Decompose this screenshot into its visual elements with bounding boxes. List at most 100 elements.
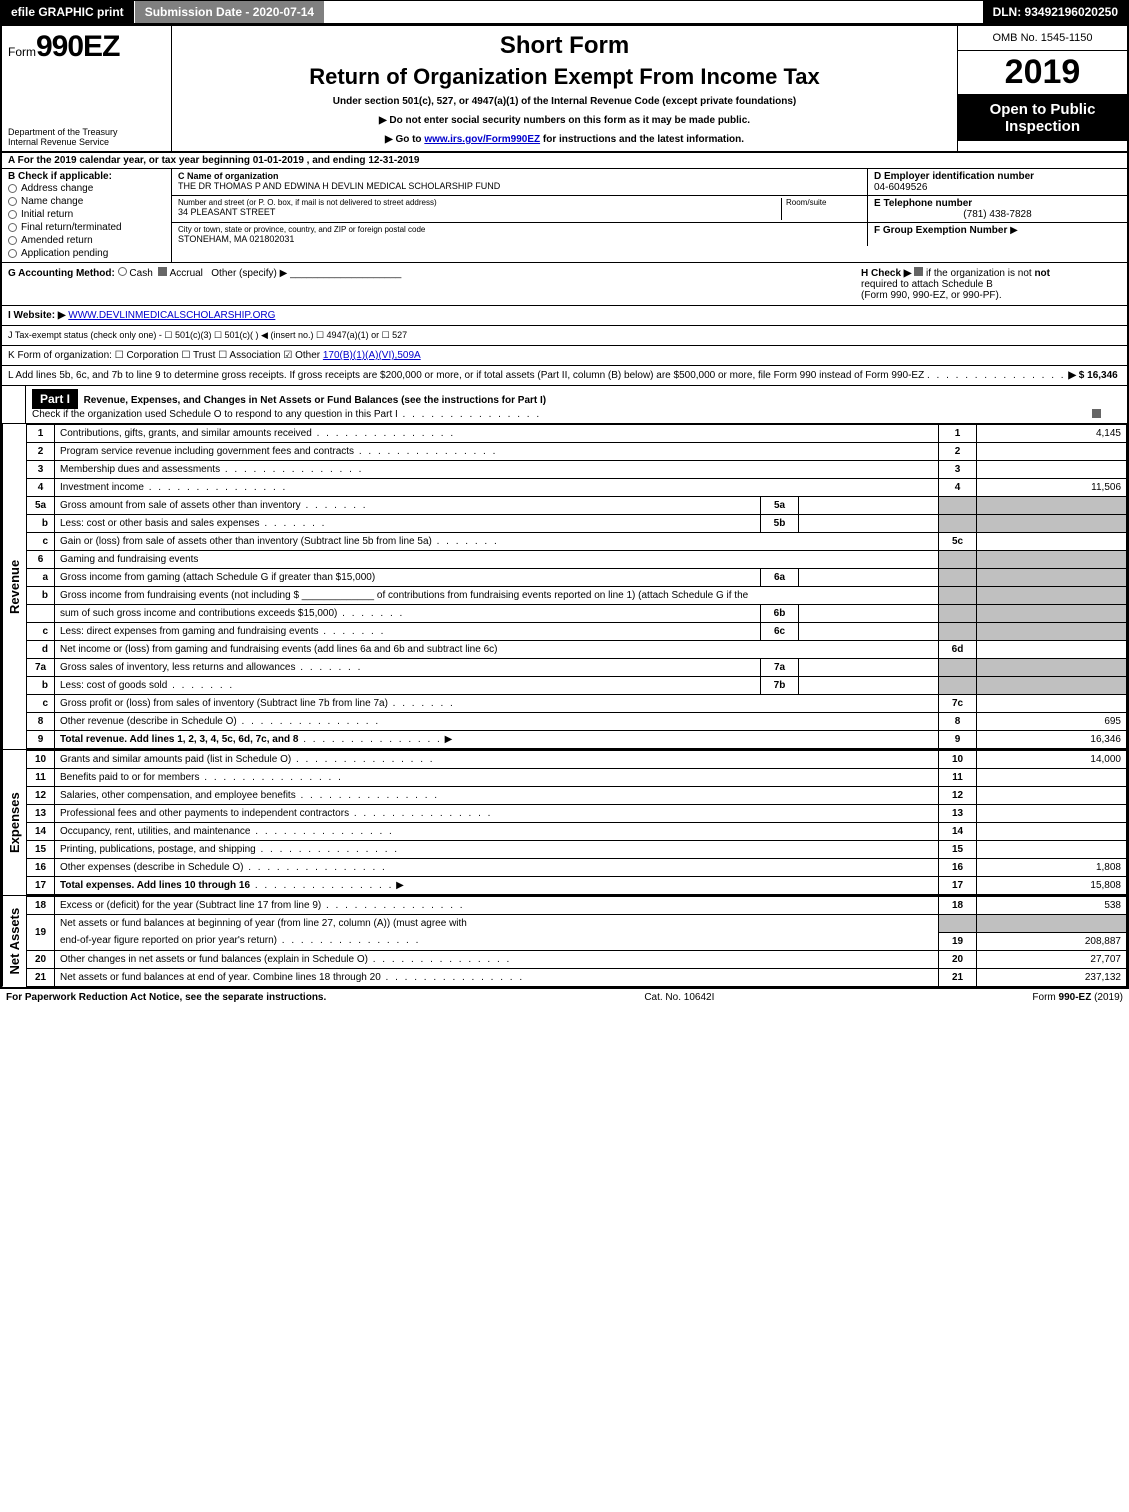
line-18: 18Excess or (deficit) for the year (Subt… (27, 897, 1127, 915)
line-3: 3Membership dues and assessments3 (27, 461, 1127, 479)
label-i: I Website: ▶ (8, 310, 66, 321)
check-address-change[interactable]: Address change (8, 182, 165, 195)
mid-val (799, 677, 939, 695)
row-name-ein: C Name of organization THE DR THOMAS P A… (172, 169, 1127, 196)
line-amount: 695 (977, 713, 1127, 731)
irs-link[interactable]: www.irs.gov/Form990EZ (424, 134, 540, 145)
line-box: 8 (939, 713, 977, 731)
irs-label: Internal Revenue Service (8, 137, 165, 147)
accrual-label: Accrual (170, 268, 203, 279)
line-amount: 237,132 (977, 968, 1127, 986)
cell-city: City or town, state or province, country… (172, 223, 867, 246)
line-desc: Gain or (loss) from sale of assets other… (55, 533, 939, 551)
line-desc: Net assets or fund balances at beginning… (55, 915, 939, 933)
check-name-change[interactable]: Name change (8, 195, 165, 208)
line-k-link[interactable]: 170(B)(1)(A)(VI),509A (323, 350, 421, 361)
line-amount: 14,000 (977, 751, 1127, 769)
top-bar: efile GRAPHIC print Submission Date - 20… (0, 0, 1129, 24)
dept-block: Department of the Treasury Internal Reve… (8, 127, 165, 147)
checkbox-schedule-o-icon[interactable] (1092, 409, 1101, 418)
line-amount (977, 461, 1127, 479)
check-label: Initial return (21, 209, 73, 220)
line-box: 13 (939, 805, 977, 823)
check-amended-return[interactable]: Amended return (8, 234, 165, 247)
label-org-name: C Name of organization (178, 171, 861, 181)
telephone-value: (781) 438-7828 (874, 209, 1121, 220)
line-l-amount: ▶ $ 16,346 (1068, 370, 1117, 381)
line-no: 12 (27, 787, 55, 805)
line-box: 6d (939, 641, 977, 659)
check-final-return[interactable]: Final return/terminated (8, 221, 165, 234)
line-l-text: L Add lines 5b, 6c, and 7b to line 9 to … (8, 370, 924, 381)
label-group: F Group Exemption Number (874, 225, 1007, 236)
radio-icon[interactable] (118, 267, 127, 276)
line-amount (977, 787, 1127, 805)
line-desc: Other revenue (describe in Schedule O) (55, 713, 939, 731)
line-7b: bLess: cost of goods sold7b (27, 677, 1127, 695)
mid-box: 6c (761, 623, 799, 641)
line-box: 18 (939, 897, 977, 915)
shade-box (939, 551, 977, 569)
line-no: c (27, 695, 55, 713)
header-right: OMB No. 1545-1150 2019 Open to Public In… (957, 26, 1127, 151)
line-desc: Less: cost of goods sold (55, 677, 761, 695)
line-amount (977, 533, 1127, 551)
line-amount: 11,506 (977, 479, 1127, 497)
shade-amt (977, 623, 1127, 641)
line-9: 9Total revenue. Add lines 1, 2, 3, 4, 5c… (27, 731, 1127, 749)
checkbox-accrual-icon[interactable] (158, 267, 167, 276)
checkbox-h-icon[interactable] (914, 267, 923, 276)
line-desc: Gaming and fundraising events (55, 551, 939, 569)
line-6b-1: bGross income from fundraising events (n… (27, 587, 1127, 605)
line-box: 20 (939, 950, 977, 968)
mid-val (799, 515, 939, 533)
shade-box (939, 915, 977, 933)
revenue-section: Revenue 1Contributions, gifts, grants, a… (2, 424, 1127, 750)
efile-print-button[interactable]: efile GRAPHIC print (1, 1, 135, 23)
check-initial-return[interactable]: Initial return (8, 208, 165, 221)
line-j-tax-exempt: J Tax-exempt status (check only one) - ☐… (2, 326, 1127, 346)
open-to-public: Open to Public Inspection (958, 95, 1127, 141)
line-desc: Gross sales of inventory, less returns a… (55, 659, 761, 677)
radio-icon (8, 236, 17, 245)
shade-box (939, 623, 977, 641)
side-label-revenue: Revenue (2, 424, 26, 749)
line-amount (977, 841, 1127, 859)
line-box: 21 (939, 968, 977, 986)
line-13: 13Professional fees and other payments t… (27, 805, 1127, 823)
goto-post: for instructions and the latest informat… (540, 134, 744, 145)
line-amount (977, 443, 1127, 461)
line-desc: sum of such gross income and contributio… (55, 605, 761, 623)
line-amount: 16,346 (977, 731, 1127, 749)
h-text2: required to attach Schedule B (861, 279, 993, 290)
shade-box (939, 677, 977, 695)
line-box: 7c (939, 695, 977, 713)
line-20: 20Other changes in net assets or fund ba… (27, 950, 1127, 968)
label-city: City or town, state or province, country… (178, 225, 861, 234)
line-no: 16 (27, 859, 55, 877)
line-no: 14 (27, 823, 55, 841)
check-application-pending[interactable]: Application pending (8, 247, 165, 260)
line-desc: Program service revenue including govern… (55, 443, 939, 461)
expenses-body: 10Grants and similar amounts paid (list … (26, 750, 1127, 895)
line-amount (977, 823, 1127, 841)
line-desc: Gross income from fundraising events (no… (55, 587, 939, 605)
expenses-section: Expenses 10Grants and similar amounts pa… (2, 750, 1127, 896)
line-desc: Excess or (deficit) for the year (Subtra… (55, 897, 939, 915)
mid-val (799, 623, 939, 641)
side-label-expenses: Expenses (2, 750, 26, 895)
footer-left: For Paperwork Reduction Act Notice, see … (6, 992, 326, 1003)
form-number: Form990EZ (8, 30, 165, 64)
line-box: 2 (939, 443, 977, 461)
line-6: 6Gaming and fundraising events (27, 551, 1127, 569)
line-7a: 7aGross sales of inventory, less returns… (27, 659, 1127, 677)
line-no: 11 (27, 769, 55, 787)
ein-value: 04-6049526 (874, 182, 1121, 193)
line-no: d (27, 641, 55, 659)
part-i-check: Check if the organization used Schedule … (32, 409, 398, 420)
radio-icon (8, 184, 17, 193)
line-19a: 19Net assets or fund balances at beginni… (27, 915, 1127, 933)
website-link[interactable]: WWW.DEVLINMEDICALSCHOLARSHIP.ORG (68, 310, 275, 321)
shade-box (939, 497, 977, 515)
shade-amt (977, 515, 1127, 533)
